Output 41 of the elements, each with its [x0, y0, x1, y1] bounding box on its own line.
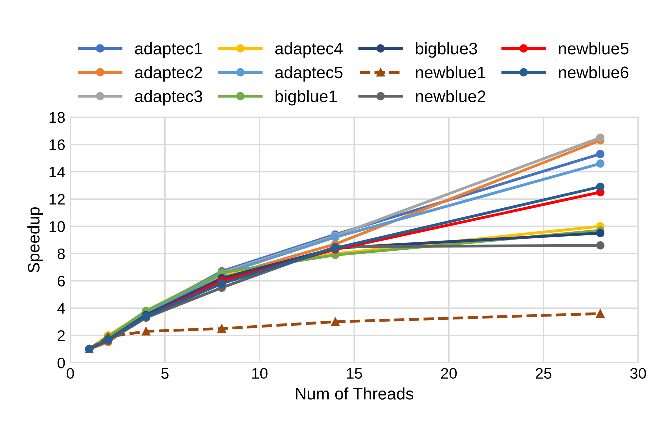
legend-label: adaptec2: [135, 66, 202, 82]
point: [596, 182, 605, 192]
legend-label: adaptec5: [276, 66, 343, 82]
legend-label: adaptec1: [135, 42, 202, 58]
y-tick-label: 2: [58, 330, 65, 342]
x-tick-label: 5: [162, 368, 169, 380]
point: [142, 327, 150, 336]
y-tick-label: 0: [58, 358, 66, 369]
point: [218, 324, 226, 334]
point: [331, 318, 340, 326]
point: [596, 310, 605, 318]
legend-label: adaptec3: [135, 90, 202, 106]
legend-label: adaptec4: [276, 42, 343, 58]
x-tick-label: 25: [536, 368, 552, 380]
legend-label: bigblue3: [416, 42, 478, 58]
point: [596, 134, 605, 142]
point: [596, 150, 605, 158]
x-tick-label: 10: [252, 368, 268, 380]
x-tick-label: 20: [441, 368, 458, 380]
x-axis-title: Num of Threads: [296, 388, 414, 400]
y-tick-label: 10: [50, 221, 66, 232]
point: [218, 280, 226, 288]
point: [596, 229, 605, 238]
y-tick-label: 18: [50, 112, 66, 124]
y-tick-label: 16: [50, 140, 66, 150]
y-tick-label: 4: [58, 303, 66, 314]
y-tick-label: 12: [50, 194, 65, 205]
x-tick-label: 15: [347, 368, 362, 380]
x-tick-label: 30: [630, 368, 646, 380]
legend-label: newblue6: [559, 66, 629, 79]
point: [596, 160, 605, 168]
legend-label: bigblue1: [276, 90, 338, 106]
legend-label: newblue5: [559, 42, 629, 55]
y-tick-label: 14: [50, 167, 66, 178]
legend-label: newblue2: [416, 90, 486, 102]
x-tick-label: 0: [66, 368, 74, 380]
y-axis-title: Speedup: [28, 208, 44, 273]
y-tick-label: 6: [58, 276, 66, 287]
y-tick-label: 8: [58, 248, 66, 260]
legend-label: newblue1: [416, 66, 486, 79]
point: [596, 241, 605, 250]
